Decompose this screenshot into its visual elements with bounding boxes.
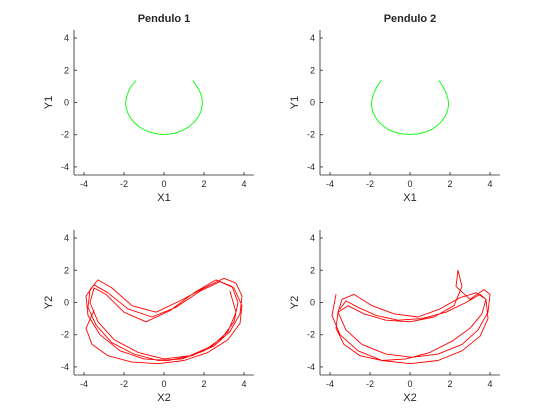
x-axis-label: X1 xyxy=(157,192,170,204)
series-line-1 xyxy=(371,80,449,135)
y-tick-label: -2 xyxy=(61,330,69,340)
x-tick-label: 0 xyxy=(407,179,412,189)
y-tick-label: 4 xyxy=(310,33,315,43)
y-tick-label: -2 xyxy=(61,130,69,140)
x-tick-label: -2 xyxy=(120,179,128,189)
x-tick-label: -4 xyxy=(80,179,88,189)
x-axis-label: X1 xyxy=(403,192,416,204)
y-axis-label: Y2 xyxy=(43,296,55,309)
y-tick-label: -2 xyxy=(307,130,315,140)
y-tick-label: -2 xyxy=(307,330,315,340)
y-tick-label: 4 xyxy=(310,233,315,243)
series-line-1 xyxy=(125,80,203,135)
x-tick-label: -4 xyxy=(326,179,334,189)
y-tick-label: -4 xyxy=(307,362,315,372)
y-tick-label: 2 xyxy=(310,265,315,275)
x-tick-label: 4 xyxy=(241,179,246,189)
y-tick-label: -4 xyxy=(307,162,315,172)
x-tick-label: -2 xyxy=(120,379,128,389)
y-axis-label: Y2 xyxy=(289,296,301,309)
y-tick-label: 0 xyxy=(64,298,69,308)
subplot-4: -4 -2 0 2 4 -4 -2 0 2 4 X2 Y2 xyxy=(289,230,500,404)
y-tick-label: 0 xyxy=(64,98,69,108)
subplot-2: -4 -2 0 2 4 -4 -2 0 2 4 X1 Y1 Pendulo 2 xyxy=(289,13,500,204)
x-axis-label: X2 xyxy=(403,392,416,404)
y-tick-label: 4 xyxy=(64,33,69,43)
x-tick-label: 2 xyxy=(201,379,206,389)
x-tick-label: 2 xyxy=(201,179,206,189)
y-tick-label: 0 xyxy=(310,298,315,308)
y-tick-label: 2 xyxy=(310,65,315,75)
y-tick-label: -4 xyxy=(61,162,69,172)
subplot-3: -4 -2 0 2 4 -4 -2 0 2 4 X2 Y2 xyxy=(43,230,254,404)
y-axis-label: Y1 xyxy=(43,96,55,109)
y-tick-label: 0 xyxy=(310,98,315,108)
y-tick-label: 4 xyxy=(64,233,69,243)
x-tick-label: 0 xyxy=(161,379,166,389)
series-line-1 xyxy=(85,277,243,365)
x-tick-label: -4 xyxy=(326,379,334,389)
x-tick-label: 4 xyxy=(487,379,492,389)
y-axis-label: Y1 xyxy=(289,96,301,109)
x-tick-label: -4 xyxy=(80,379,88,389)
x-tick-label: 4 xyxy=(241,379,246,389)
x-tick-label: 2 xyxy=(447,179,452,189)
y-tick-label: 2 xyxy=(64,265,69,275)
x-axis-label: X2 xyxy=(157,392,170,404)
x-tick-label: 0 xyxy=(161,179,166,189)
x-tick-label: 2 xyxy=(447,379,452,389)
y-tick-label: 2 xyxy=(64,65,69,75)
x-tick-label: -2 xyxy=(366,379,374,389)
subplot-title: Pendulo 2 xyxy=(384,13,437,25)
subplot-1: -4 -2 0 2 4 -4 -2 0 2 4 X1 Y1 Pendulo 1 xyxy=(43,13,254,204)
y-tick-label: -4 xyxy=(61,362,69,372)
x-tick-label: -2 xyxy=(366,179,374,189)
x-tick-label: 4 xyxy=(487,179,492,189)
subplot-title: Pendulo 1 xyxy=(138,13,191,25)
x-tick-label: 0 xyxy=(407,379,412,389)
series-line-1 xyxy=(331,269,491,365)
